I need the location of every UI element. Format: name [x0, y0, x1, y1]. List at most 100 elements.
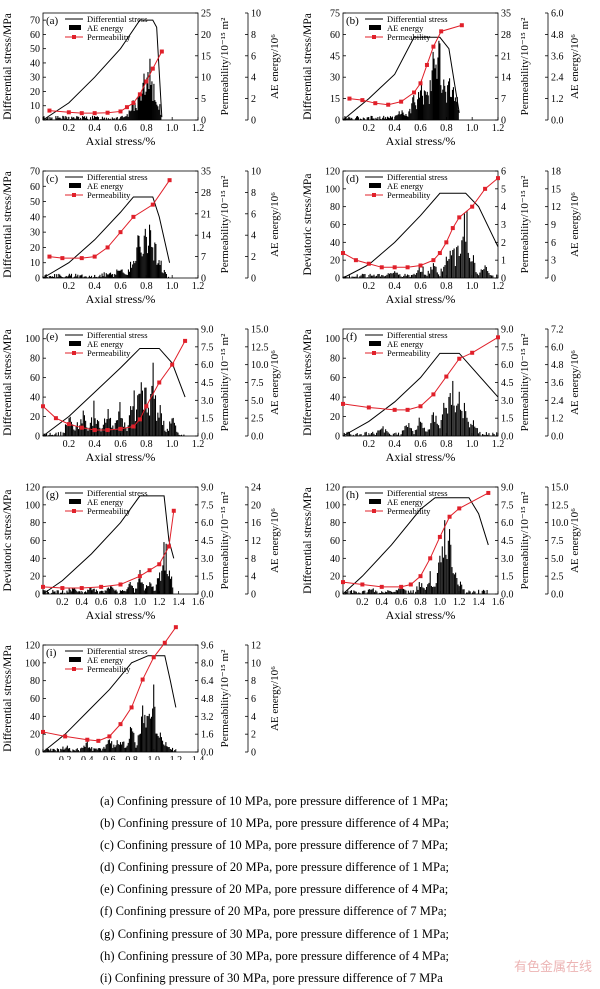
x-tick-label: 1.0 — [434, 597, 447, 608]
ae-axis-title: AE energy/10⁶ — [569, 350, 581, 415]
x-tick-label: 1.6 — [192, 597, 205, 608]
legend-perm-label: Permeability — [387, 190, 431, 200]
permeability-point — [431, 44, 436, 49]
panel-label: (i) — [46, 647, 57, 659]
x-tick-label: 0.6 — [95, 597, 108, 608]
perm-tick-label: 6.0 — [201, 360, 214, 371]
y-tick-label: 45 — [330, 51, 340, 62]
perm-tick-label: 7.5 — [501, 500, 514, 511]
y-tick-label: 100 — [325, 334, 340, 345]
caption-e: (e) Confining pressure of 20 MPa, pore p… — [100, 882, 449, 897]
x-tick-label: 0.8 — [440, 439, 453, 450]
ae-tick-label: 2.5 — [551, 572, 564, 583]
ae-tick-label: 6 — [551, 238, 556, 249]
perm-tick-label: 3.0 — [501, 554, 514, 565]
permeability-point — [444, 240, 449, 245]
y-tick-label: 0 — [335, 590, 340, 601]
permeability-point — [424, 62, 429, 67]
y-tick-label: 0 — [335, 432, 340, 443]
y-tick-label: 70 — [30, 16, 40, 27]
legend-ae-label: AE energy — [87, 339, 124, 349]
perm-axis-title: Permeability/10⁻¹⁵ m² — [219, 333, 231, 432]
x-tick-label: 0.2 — [363, 123, 376, 134]
ae-tick-label: 5.0 — [251, 396, 264, 407]
y-tick-label: 60 — [30, 536, 40, 547]
y-axis-title: Differential stress/MPa — [302, 329, 314, 436]
ae-tick-label: 24 — [251, 483, 261, 494]
permeability-point — [66, 422, 71, 427]
ae-tick-label: 10.0 — [251, 360, 269, 371]
x-axis-title: Axial stress/% — [386, 608, 456, 622]
permeability-point — [131, 424, 136, 429]
ae-tick-label: 10 — [251, 167, 261, 178]
permeability-point — [483, 186, 488, 191]
panel-label: (b) — [346, 15, 359, 27]
x-tick-label: 0.8 — [140, 281, 153, 292]
permeability-point — [496, 176, 500, 181]
permeability-point — [399, 584, 404, 589]
y-tick-label: 20 — [330, 572, 340, 583]
ae-tick-label: 4 — [251, 572, 256, 583]
perm-tick-label: 28 — [201, 188, 211, 199]
perm-tick-label: 35 — [501, 9, 511, 20]
perm-tick-label: 0 — [201, 274, 206, 285]
perm-tick-label: 1.5 — [501, 572, 514, 583]
permeability-point — [129, 705, 134, 710]
x-tick-label: 1.0 — [147, 755, 160, 760]
perm-tick-label: 3 — [501, 220, 506, 231]
permeability-point — [366, 261, 371, 266]
legend-ae-swatch — [69, 341, 81, 346]
y-tick-label: 80 — [330, 354, 340, 365]
ae-tick-label: 8 — [251, 188, 256, 199]
permeability-point — [60, 256, 65, 261]
x-tick-label: 0.4 — [388, 123, 401, 134]
y-tick-label: 40 — [330, 554, 340, 565]
y-tick-label: 20 — [30, 243, 40, 254]
stress-curve — [42, 196, 171, 279]
permeability-point — [53, 416, 58, 421]
permeability-point — [459, 23, 464, 28]
y-tick-label: 80 — [330, 202, 340, 213]
y-tick-label: 100 — [25, 334, 40, 345]
caption-g: (g) Confining pressure of 30 MPa, pore p… — [100, 926, 449, 941]
perm-tick-label: 6.0 — [201, 518, 214, 529]
ae-axis-title: AE energy/10⁶ — [569, 508, 581, 573]
legend-stress-label: Differential stress — [87, 488, 148, 498]
ae-tick-label: 12 — [551, 202, 561, 213]
ae-tick-label: 10 — [251, 9, 261, 20]
x-tick-label: 1.2 — [192, 123, 205, 134]
legend-perm-label: Permeability — [87, 664, 131, 674]
permeability-point — [470, 204, 475, 209]
permeability-point — [96, 738, 101, 743]
perm-tick-label: 7.5 — [201, 342, 214, 353]
legend-stress-label: Differential stress — [87, 330, 148, 340]
permeability-point — [41, 729, 45, 734]
ae-tick-label: 2 — [251, 730, 256, 741]
permeability-point — [150, 202, 155, 207]
permeability-point — [353, 258, 358, 263]
y-tick-label: 80 — [30, 676, 40, 687]
permeability-point — [347, 96, 352, 101]
ae-tick-label: 6 — [251, 209, 256, 220]
ae-tick-label: 2.5 — [251, 414, 264, 425]
perm-tick-label: 10 — [201, 73, 211, 84]
x-axis-title: Axial stress/% — [386, 450, 456, 464]
x-tick-label: 0.4 — [388, 281, 401, 292]
x-tick-label: 1.2 — [170, 755, 183, 760]
y-tick-label: 40 — [30, 712, 40, 723]
perm-tick-label: 0.0 — [201, 590, 214, 601]
chart-panel-e: 0.2 0.4 0.6 0.8 1.0 1.2 Axial stress/% 0 20 40 60 8… — [2, 325, 281, 465]
permeability-point — [405, 407, 410, 412]
ae-tick-label: 3.6 — [551, 378, 564, 389]
perm-tick-label: 3.2 — [201, 712, 214, 723]
permeability-point — [92, 111, 97, 116]
ae-tick-label: 10 — [251, 658, 261, 669]
ae-tick-label: 18 — [551, 167, 561, 178]
perm-tick-label: 0.0 — [201, 432, 214, 443]
x-tick-label: 0.8 — [440, 281, 453, 292]
legend-perm-label: Permeability — [387, 506, 431, 516]
x-tick-label: 0.2 — [63, 281, 76, 292]
ae-tick-label: 0 — [251, 116, 256, 127]
y-tick-label: 60 — [30, 30, 40, 41]
